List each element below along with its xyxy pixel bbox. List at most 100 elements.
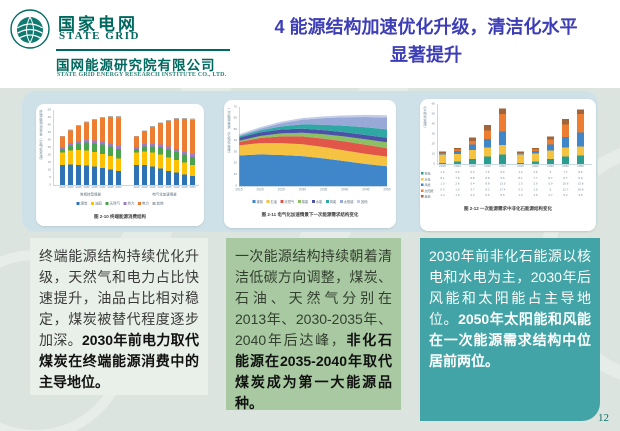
bar-segment-其他 [439, 151, 446, 154]
stacked-bar [182, 117, 187, 185]
table-value-cell: 7.6 [455, 176, 460, 180]
table-row-label-风能: 风能 [421, 183, 431, 187]
legend-item-太阳能: 太阳能 [339, 199, 354, 205]
bar-segment-电力 [60, 136, 65, 147]
legend-marker [311, 200, 315, 203]
y-tick-label: 50 [233, 127, 237, 131]
bar-segment-煤炭 [116, 171, 121, 185]
bar-segment-电力 [76, 125, 81, 141]
bar-segment-风能 [577, 132, 584, 147]
table-row-label-太阳能: 太阳能 [421, 188, 434, 193]
table-value-cell: 7.7 [533, 176, 538, 180]
y-tick-label: 35 [47, 130, 51, 134]
legend-item-煤炭: 煤炭 [252, 199, 264, 205]
bar-segment-风能 [517, 153, 524, 155]
legend-marker [138, 202, 141, 205]
legend-marker [123, 202, 127, 205]
area-series-风能 [239, 124, 387, 138]
bar-segment-其他 [116, 116, 121, 118]
x-tick-label: 2040 [562, 165, 569, 168]
bar-segment-太阳能 [499, 113, 506, 132]
bar-segment-核电 [454, 161, 461, 164]
bar-segment-风能 [499, 131, 506, 145]
bar-segment-油品 [150, 152, 155, 167]
legend-marker [339, 200, 343, 203]
chart-card-terminal-energy: 终端能源消费量（亿吨标准煤） 0 5 10 15 20 25 30 35 40 45 50 2015 20… [36, 104, 204, 226]
bar-segment-核电 [562, 156, 569, 164]
legend-label: 煤炭 [256, 200, 264, 205]
table-value-cell: 7.5 [485, 171, 490, 174]
bar-segment-其他 [190, 118, 195, 120]
figure-caption: 图 2-12 一次能源需求中非化石能源结构变化 [463, 206, 552, 211]
legend-marker [76, 202, 80, 205]
bar-segment-其他 [68, 129, 73, 131]
scenario-label: 常规转型情景 [80, 193, 101, 197]
legend-label: 风能 [329, 200, 337, 205]
legend-label: 煤炭 [80, 202, 88, 206]
bar-segment-油品 [182, 162, 187, 175]
bar-segment-煤炭 [76, 164, 81, 185]
table-value-cell: 1.4 [518, 194, 523, 197]
legend-marker [421, 177, 424, 181]
x-tick-label: 2045 [362, 188, 370, 192]
y-tick-label: 70 [233, 105, 237, 109]
table-value-cell: 4.6 [578, 194, 583, 197]
legend-label: 太阳能 [343, 200, 354, 205]
bar-segment-电力 [190, 119, 195, 155]
bar-segment-热力 [60, 146, 65, 149]
note-bold-text: 2030年前电力取代煤炭在终端能源消费中的主导地位。 [39, 332, 199, 390]
bar-segment-电力 [108, 117, 113, 144]
bar-segment-水电 [577, 146, 584, 156]
bar-segment-水电 [439, 154, 446, 163]
bar-segment-电力 [92, 119, 97, 141]
bar-segment-热力 [190, 154, 195, 158]
legend-marker [421, 172, 424, 175]
bar-segment-天然气 [182, 154, 187, 163]
legend-label: 热力 [127, 202, 135, 206]
stacked-bar [547, 136, 554, 164]
x-tick-label: 2020 [141, 186, 148, 189]
bar-segment-煤炭 [134, 164, 139, 185]
area-chart-canvas [239, 114, 387, 186]
table-value-cell: 5.9 [548, 182, 553, 186]
bar-segment-天然气 [76, 143, 81, 151]
bar-segment-水电 [454, 153, 461, 162]
table-row-label-水电: 水电 [421, 177, 431, 181]
legend-item-石油: 石油 [266, 199, 277, 204]
bar-segment-其他 [100, 116, 105, 118]
chart-legend: 煤炭 石油 天然气 核能 水能 风能 太阳能 其他 [224, 199, 396, 204]
bar-segment-煤炭 [158, 168, 163, 185]
table-row-name: 核电 [424, 172, 431, 176]
stacked-bar [484, 125, 491, 164]
bar-segment-水电 [517, 154, 524, 163]
bar-segment-电力 [100, 117, 105, 142]
stacked-bar [532, 147, 539, 164]
legend-marker [280, 200, 284, 203]
x-tick-label: 2050 [189, 186, 196, 189]
stacked-bar [68, 129, 73, 185]
bar-segment-水电 [484, 147, 491, 157]
bar-segment-其他 [158, 122, 163, 124]
legend-item-核能: 核能 [297, 199, 308, 204]
bar-segment-油品 [166, 157, 171, 171]
bar-segment-核电 [469, 158, 476, 164]
table-row-label-其他: 其他 [421, 194, 431, 199]
bar-segment-其他 [108, 116, 113, 118]
table-value-cell: 17.4 [499, 188, 506, 192]
bar-segment-风能 [439, 153, 446, 155]
bar-segment-核电 [499, 154, 506, 164]
bar-segment-天然气 [100, 144, 105, 154]
x-tick-label: 2015 [133, 186, 140, 189]
table-value-cell: 9.6 [500, 171, 505, 174]
area-series-核能 [239, 132, 387, 149]
stacked-bar [92, 118, 97, 185]
bar-segment-风能 [562, 137, 569, 148]
bar-segment-电力 [166, 120, 171, 147]
bar-segment-热力 [142, 144, 147, 147]
legend-marker [357, 200, 360, 203]
bar-segment-核电 [547, 159, 554, 164]
bar-segment-核电 [577, 155, 584, 164]
bar-segment-电力 [134, 136, 139, 147]
logo-divider [56, 49, 230, 51]
figure-caption: 图 2-10 终端能源消费结构 [93, 214, 146, 219]
